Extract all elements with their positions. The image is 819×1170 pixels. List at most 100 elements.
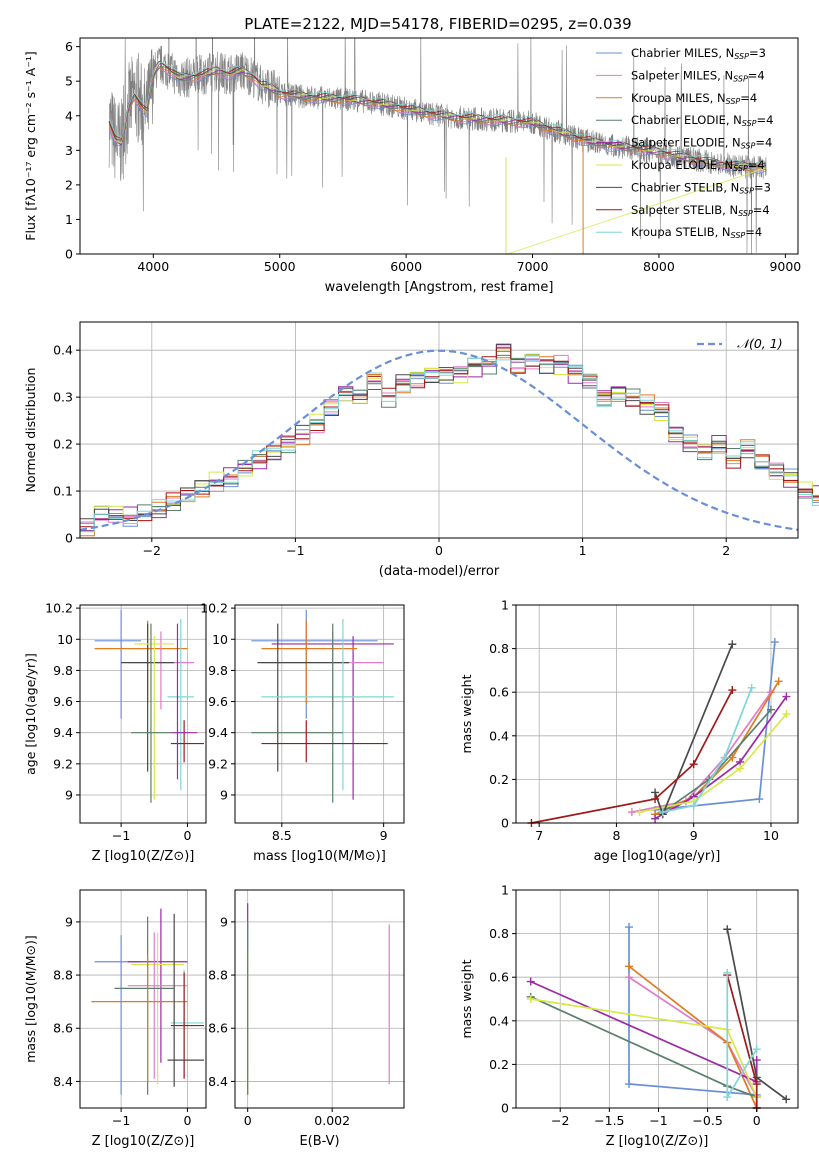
y-tick-label: 9.4 — [53, 725, 73, 740]
y-tick-label: 8.8 — [208, 968, 228, 983]
y-tick-label: 8.8 — [53, 968, 73, 983]
y-tick-label: 10.2 — [45, 601, 73, 616]
mass-weight-line — [530, 980, 758, 1084]
y-tick-label: 0.2 — [53, 437, 73, 452]
mass_vs_Z-axes: −1 0 8.4 8.6 8.8 9 Z [log10(Z/Z⊙)] mass [log10(… — [23, 889, 207, 1149]
y-tick-label: 0.4 — [53, 343, 73, 358]
x-axis-label: E(B-V) — [299, 1134, 339, 1149]
y-tick-label: 0 — [501, 816, 509, 831]
x-tick-label: 8.5 — [272, 828, 292, 843]
y-tick-label: 1 — [501, 883, 509, 898]
y-tick-label: 3 — [65, 143, 73, 158]
x-tick-label: 2 — [722, 543, 730, 558]
y-tick-label: 1 — [65, 212, 73, 227]
histogram-step — [79, 344, 819, 538]
x-tick-label: −1 — [112, 828, 130, 843]
mass-weight-line — [654, 696, 788, 820]
age_vs_mass-plot-area — [251, 609, 394, 803]
data-point-marker — [723, 1093, 732, 1102]
legend-label: Kroupa ELODIE, NSSP=4 — [631, 158, 765, 173]
legend-label: Salpeter ELODIE, NSSP=4 — [631, 136, 772, 151]
data-point-marker — [651, 795, 660, 804]
axes-frame — [79, 321, 799, 539]
y-tick-label: 0.4 — [489, 728, 509, 743]
y-tick-label: 0.6 — [489, 970, 509, 985]
mass_weight_vs_age-plot-area — [527, 638, 791, 827]
x-tick-label: 4000 — [137, 259, 169, 274]
x-tick-label: 1 — [579, 543, 587, 558]
y-tick-label: 0.4 — [489, 1013, 509, 1028]
y-tick-label: 6 — [65, 39, 73, 54]
y-tick-label: 0.8 — [489, 926, 509, 941]
x-tick-label: 5000 — [264, 259, 296, 274]
y-tick-label: 0 — [65, 531, 73, 546]
y-tick-label: 9.2 — [53, 756, 73, 771]
x-tick-label: −1 — [112, 1113, 130, 1128]
age_vs_Z-plot-area — [94, 609, 205, 803]
x-tick-label: 9 — [380, 828, 388, 843]
data-point-marker — [747, 683, 756, 692]
y-tick-label: 0.6 — [489, 685, 509, 700]
mass_vs_Z-plot-area — [91, 908, 205, 1095]
y-axis-label: mass weight — [459, 959, 474, 1038]
data-point-marker — [782, 710, 791, 718]
data-point-marker — [624, 923, 633, 932]
mass_weight_vs_age-axes: 7 8 9 10 0 0.2 0.4 0.6 0.8 1 age [log10(age/yr)] ma… — [459, 598, 799, 864]
y-tick-label: 0 — [65, 247, 73, 262]
mass_weight_vs_Z-plot-area — [526, 923, 791, 1112]
data-point-marker — [736, 764, 745, 773]
x-tick-label: 0 — [183, 828, 191, 843]
legend-label: Kroupa STELIB, NSSP=4 — [631, 225, 762, 240]
y-tick-label: 0.2 — [489, 1057, 509, 1072]
data-point-marker — [635, 808, 644, 817]
age_vs_Z-axes: −1 0 9 9.2 9.4 9.6 9.8 10 10.2 Z [log10(Z/Z⊙)] age… — [23, 601, 207, 864]
data-point-marker — [624, 962, 633, 971]
y-tick-label: 10 — [57, 632, 73, 647]
data-point-marker — [689, 760, 698, 769]
y-tick-label: 9 — [65, 787, 73, 802]
legend-label: Salpeter STELIB, NSSP=4 — [631, 203, 770, 218]
y-tick-label: 0.1 — [53, 484, 73, 499]
x-axis-label: Z [log10(Z/Z⊙)] — [606, 1134, 709, 1149]
data-point-marker — [782, 692, 791, 701]
x-tick-label: 8 — [612, 828, 620, 843]
y-tick-label: 5 — [65, 74, 73, 89]
y-tick-label: 0 — [501, 1101, 509, 1116]
age_vs_mass-axes: 8.5 9 9 9.2 9.4 9.6 9.8 10 10.2 mass [log10(M/M⊙)… — [200, 601, 405, 864]
y-tick-label: 10 — [212, 632, 228, 647]
data-point-marker — [624, 973, 633, 982]
x-tick-label: 0 — [244, 1113, 252, 1128]
x-axis-label: age [log10(age/yr)] — [594, 849, 721, 864]
axes-frame — [79, 604, 207, 824]
data-point-marker — [782, 1095, 791, 1104]
x-axis-label: wavelength [Angstrom, rest frame] — [325, 280, 554, 295]
y-axis-label: Flux [fλ10⁻¹⁷ erg cm⁻² s⁻¹ A⁻¹] — [23, 51, 38, 240]
x-tick-label: −1 — [649, 1113, 667, 1128]
x-tick-label: 0.002 — [314, 1113, 350, 1128]
data-point-marker — [720, 753, 729, 762]
x-tick-label: −1 — [286, 543, 304, 558]
mass-weight-line — [662, 709, 772, 813]
x-tick-label: 0 — [753, 1113, 761, 1128]
legend: Chabrier MILES, NSSP=3 Salpeter MILES, NS… — [596, 46, 773, 240]
x-tick-label: 9 — [690, 828, 698, 843]
x-axis-label: Z [log10(Z/Z⊙)] — [92, 849, 195, 864]
mass-weight-line — [662, 687, 753, 813]
legend-label: Chabrier MILES, NSSP=3 — [631, 46, 766, 61]
y-tick-label: 0.8 — [489, 641, 509, 656]
y-tick-label: 9.6 — [208, 694, 228, 709]
y-axis-label: mass weight — [459, 674, 474, 753]
y-tick-label: 9.8 — [53, 663, 73, 678]
y-tick-label: 9.6 — [53, 694, 73, 709]
data-point-marker — [766, 705, 775, 714]
x-tick-label: 0 — [183, 1113, 191, 1128]
x-tick-label: 6000 — [390, 259, 422, 274]
data-point-marker — [658, 808, 667, 817]
data-point-marker — [526, 995, 535, 1003]
axes-frame — [234, 604, 405, 824]
axes-frame — [234, 889, 405, 1109]
data-point-marker — [689, 801, 698, 810]
axes-frame — [79, 889, 207, 1109]
mass_vs_ebv-plot-area — [247, 903, 390, 1095]
